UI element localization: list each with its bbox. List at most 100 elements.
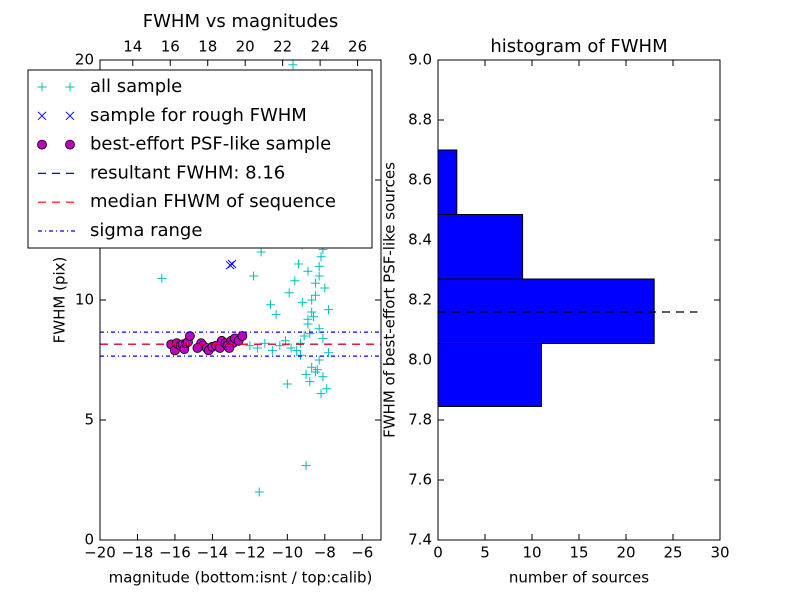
bar [437, 149, 458, 215]
x-tick-label: 20 [616, 544, 635, 562]
x-tick-label: 30 [710, 544, 729, 562]
right-plot: 0 5 10 15 20 25 30 7.4 7.6 7.8 8.0 8.2 8.4 8.6 8.8 9.0 h… [381, 36, 730, 587]
legend-label: best-effort PSF-like sample [90, 134, 331, 155]
left-plot: −20−18−16−14−12−10−8−6051015201416182022… [27, 11, 382, 587]
legend-box [27, 69, 373, 249]
point [299, 331, 309, 341]
point [318, 333, 328, 343]
point [286, 343, 296, 353]
y-tick-label: 5 [84, 411, 94, 429]
point [301, 461, 311, 471]
bar [437, 343, 542, 407]
legend-label: all sample [90, 76, 182, 97]
bar [437, 214, 524, 280]
point [254, 487, 264, 497]
point [307, 295, 317, 305]
point [295, 338, 305, 348]
point [290, 276, 300, 286]
point [271, 309, 281, 319]
x2-tick-label: 20 [236, 38, 255, 56]
legend-marker [37, 139, 47, 150]
point [303, 266, 313, 276]
y-tick-label: 8.4 [408, 231, 432, 249]
point [307, 362, 317, 372]
point [309, 312, 319, 322]
y-tick-label: 0 [84, 531, 94, 549]
y-tick-label: 20 [75, 51, 94, 69]
point [310, 290, 320, 300]
point [324, 348, 334, 358]
x-tick-label: 25 [663, 544, 682, 562]
x-axis-label: number of sources [509, 569, 649, 587]
legend-marker [65, 82, 75, 92]
point [318, 372, 328, 382]
point [265, 300, 275, 310]
point [224, 343, 235, 353]
legend-marker [65, 111, 75, 121]
x-tick-label: −12 [234, 544, 266, 562]
point [316, 389, 326, 399]
point [260, 338, 270, 348]
point [185, 331, 195, 341]
x2-tick-label: 18 [198, 38, 217, 56]
x-tick-label: 10 [522, 544, 541, 562]
point [314, 261, 324, 271]
x2-tick-label: 16 [161, 38, 180, 56]
point [227, 259, 237, 269]
point [301, 369, 311, 379]
legend: all sample sample for rough FWHM best-effo… [27, 69, 373, 249]
point [316, 252, 326, 262]
y-tick-label: 7.4 [408, 531, 432, 549]
y-axis-label: FWHM (pix) [51, 257, 69, 344]
legend-marker [37, 82, 47, 92]
chart-title: FWHM vs magnitudes [143, 11, 338, 32]
x-tick-label: −20 [84, 544, 116, 562]
point [305, 329, 315, 339]
y-axis-label: FWHM of best-effort PSF-like sources [381, 162, 399, 438]
point [307, 307, 317, 317]
x-tick-label: 0 [433, 544, 443, 562]
y-tick-label: 9.0 [408, 51, 432, 69]
point [314, 271, 324, 281]
x-tick-label: −18 [122, 544, 154, 562]
point [284, 288, 294, 298]
point [292, 345, 302, 355]
x-tick-label: −10 [272, 544, 304, 562]
point [192, 343, 203, 353]
plot-frame [437, 59, 721, 541]
y-tick-label: 7.6 [408, 471, 432, 489]
y-tick-label: 8.2 [408, 291, 432, 309]
plot-frame [99, 59, 382, 541]
y-tick-label: 8.6 [408, 171, 432, 189]
point [245, 341, 255, 351]
legend-label: sample for rough FWHM [90, 105, 307, 126]
x2-tick-label: 24 [311, 38, 330, 56]
x-tick-label: −14 [197, 544, 229, 562]
legend-marker [37, 111, 47, 121]
x-axis-label: magnitude (bottom:isnt / top:calib) [109, 569, 373, 587]
point [314, 324, 324, 334]
x2-tick-label: 22 [273, 38, 292, 56]
legend-marker [65, 139, 75, 150]
x2-tick-label: 26 [348, 38, 367, 56]
y-tick-label: 7.8 [408, 411, 432, 429]
y-tick-label: 8.0 [408, 351, 432, 369]
point [297, 297, 307, 307]
y-tick-label: 8.8 [408, 111, 432, 129]
point [275, 341, 285, 351]
point [282, 379, 292, 389]
point [256, 247, 266, 257]
point [320, 283, 330, 293]
x2-tick-label: 14 [123, 38, 142, 56]
point [295, 350, 305, 360]
point [157, 273, 167, 283]
point [314, 355, 324, 365]
point [288, 60, 298, 70]
point [310, 367, 320, 377]
point [303, 314, 313, 324]
point [267, 345, 277, 355]
x-tick-label: −6 [351, 544, 373, 562]
legend-label: resultant FWHM: 8.16 [90, 162, 285, 183]
point [310, 278, 320, 288]
